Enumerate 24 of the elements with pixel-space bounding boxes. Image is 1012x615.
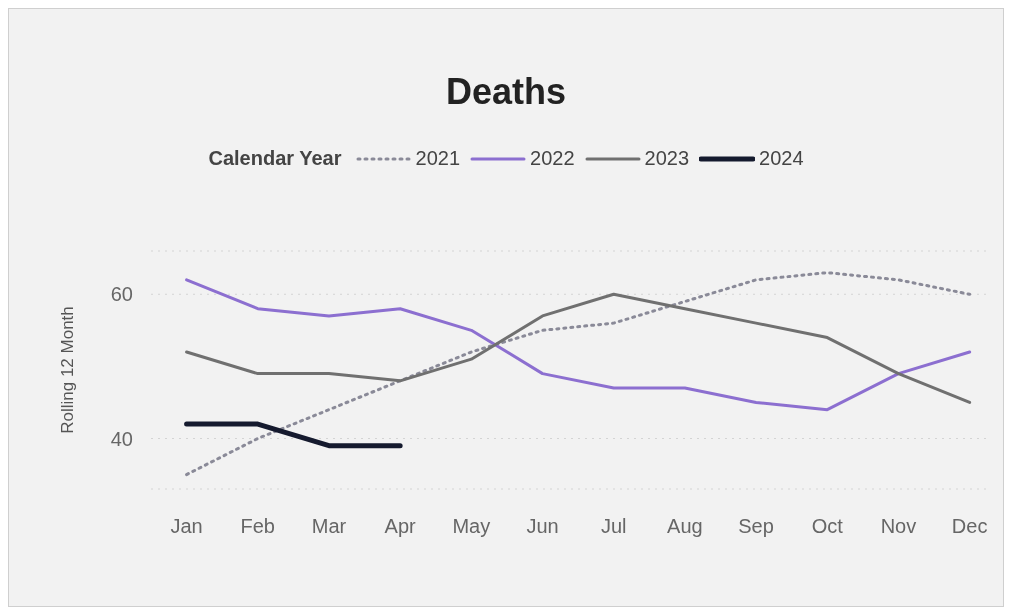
legend-label: 2021 <box>415 147 461 170</box>
x-tick-label: Nov <box>880 515 917 538</box>
x-tick-label: Jun <box>526 515 559 538</box>
legend-title: Calendar Year <box>208 147 342 170</box>
x-tick-label: Feb <box>240 515 276 538</box>
x-tick-label: Mar <box>311 515 347 538</box>
chart-title: Deaths <box>444 71 567 113</box>
line-series <box>185 271 972 477</box>
x-tick-label: Oct <box>811 515 844 538</box>
x-tick-label: Jul <box>600 515 627 538</box>
x-tick-label: May <box>452 515 491 538</box>
y-tick-label: 60 <box>110 283 133 306</box>
y-tick-label: 40 <box>110 427 133 450</box>
y-axis-title: Rolling 12 Month <box>58 306 78 434</box>
line-series <box>185 278 972 412</box>
x-tick-label: Sep <box>738 515 774 538</box>
x-tick-label: Dec <box>951 515 988 538</box>
line-series <box>185 292 972 404</box>
x-tick-label: Aug <box>667 515 703 538</box>
x-tick-label: Jan <box>170 515 203 538</box>
legend-label: 2022 <box>530 147 575 170</box>
x-tick-label: Apr <box>384 515 417 538</box>
legend-label: 2023 <box>644 147 690 170</box>
legend-label: 2024 <box>759 147 804 170</box>
